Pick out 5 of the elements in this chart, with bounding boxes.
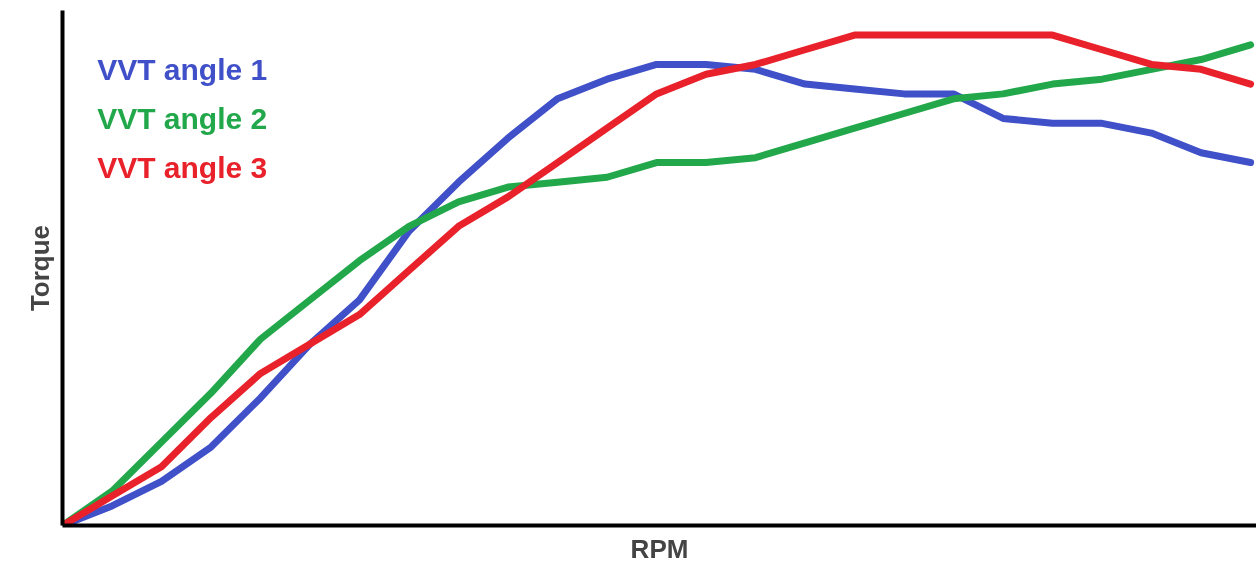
text: VVT angle 1 xyxy=(97,52,268,86)
x-axis-title: RPM xyxy=(630,533,689,564)
text: VVT angle 3 xyxy=(97,150,268,184)
text: VVT angle 2 xyxy=(97,101,268,135)
y-axis-title: Torque xyxy=(24,224,55,312)
